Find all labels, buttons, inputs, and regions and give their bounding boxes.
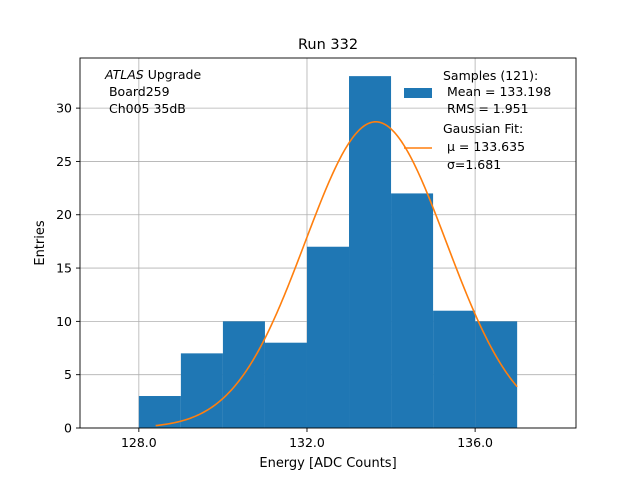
legend-fit-line1: Gaussian Fit: xyxy=(443,121,523,136)
chart-title: Run 332 xyxy=(298,37,358,53)
bar-1 xyxy=(180,353,223,428)
legend-samples-line2: Mean = 133.198 xyxy=(443,84,551,99)
atlas-annotation: ATLAS Upgrade Board259 Ch005 35dB xyxy=(104,67,201,116)
x-tick-label-1: 132.0 xyxy=(289,435,325,450)
bar-5 xyxy=(349,76,392,428)
y-axis-label: Entries xyxy=(33,220,48,266)
y-tick-label-5: 25 xyxy=(56,154,72,169)
gaussian-fit-curve xyxy=(155,121,518,427)
annotation-upgrade: Upgrade xyxy=(144,67,202,82)
legend-samples-swatch xyxy=(404,88,432,98)
legend-samples-line3: RMS = 1.951 xyxy=(443,101,529,116)
plot-frame xyxy=(79,57,577,429)
x-axis-ticks: 128.0 132.0 136.0 xyxy=(121,428,493,450)
bar-7 xyxy=(433,310,476,428)
svg-text:ATLAS Upgrade: ATLAS Upgrade xyxy=(104,67,201,82)
y-axis-ticks: 0 5 10 15 20 25 30 xyxy=(56,101,80,436)
legend-samples-line1: Samples (121): xyxy=(443,68,538,83)
annotation-channel: Ch005 35dB xyxy=(105,101,186,116)
x-axis-label: Energy [ADC Counts] xyxy=(259,456,396,471)
y-tick-label-4: 20 xyxy=(56,207,72,222)
y-tick-label-1: 5 xyxy=(64,367,72,382)
annotation-atlas: ATLAS xyxy=(104,67,144,82)
bar-4 xyxy=(306,246,350,428)
bar-6 xyxy=(391,193,434,428)
y-tick-label-6: 30 xyxy=(56,101,72,116)
legend: Samples (121): Mean = 133.198 RMS = 1.95… xyxy=(404,68,551,172)
y-tick-label-3: 15 xyxy=(56,261,72,276)
histogram-bars xyxy=(138,76,518,428)
bar-8 xyxy=(475,321,518,428)
legend-fit-line2: μ = 133.635 xyxy=(443,139,525,154)
x-tick-label-2: 136.0 xyxy=(457,435,493,450)
annotation-board: Board259 xyxy=(105,84,170,99)
bar-3 xyxy=(264,342,307,428)
y-tick-label-2: 10 xyxy=(56,314,72,329)
y-tick-label-0: 0 xyxy=(64,421,72,436)
legend-fit-line3: σ=1.681 xyxy=(443,157,501,172)
x-tick-label-0: 128.0 xyxy=(121,435,157,450)
